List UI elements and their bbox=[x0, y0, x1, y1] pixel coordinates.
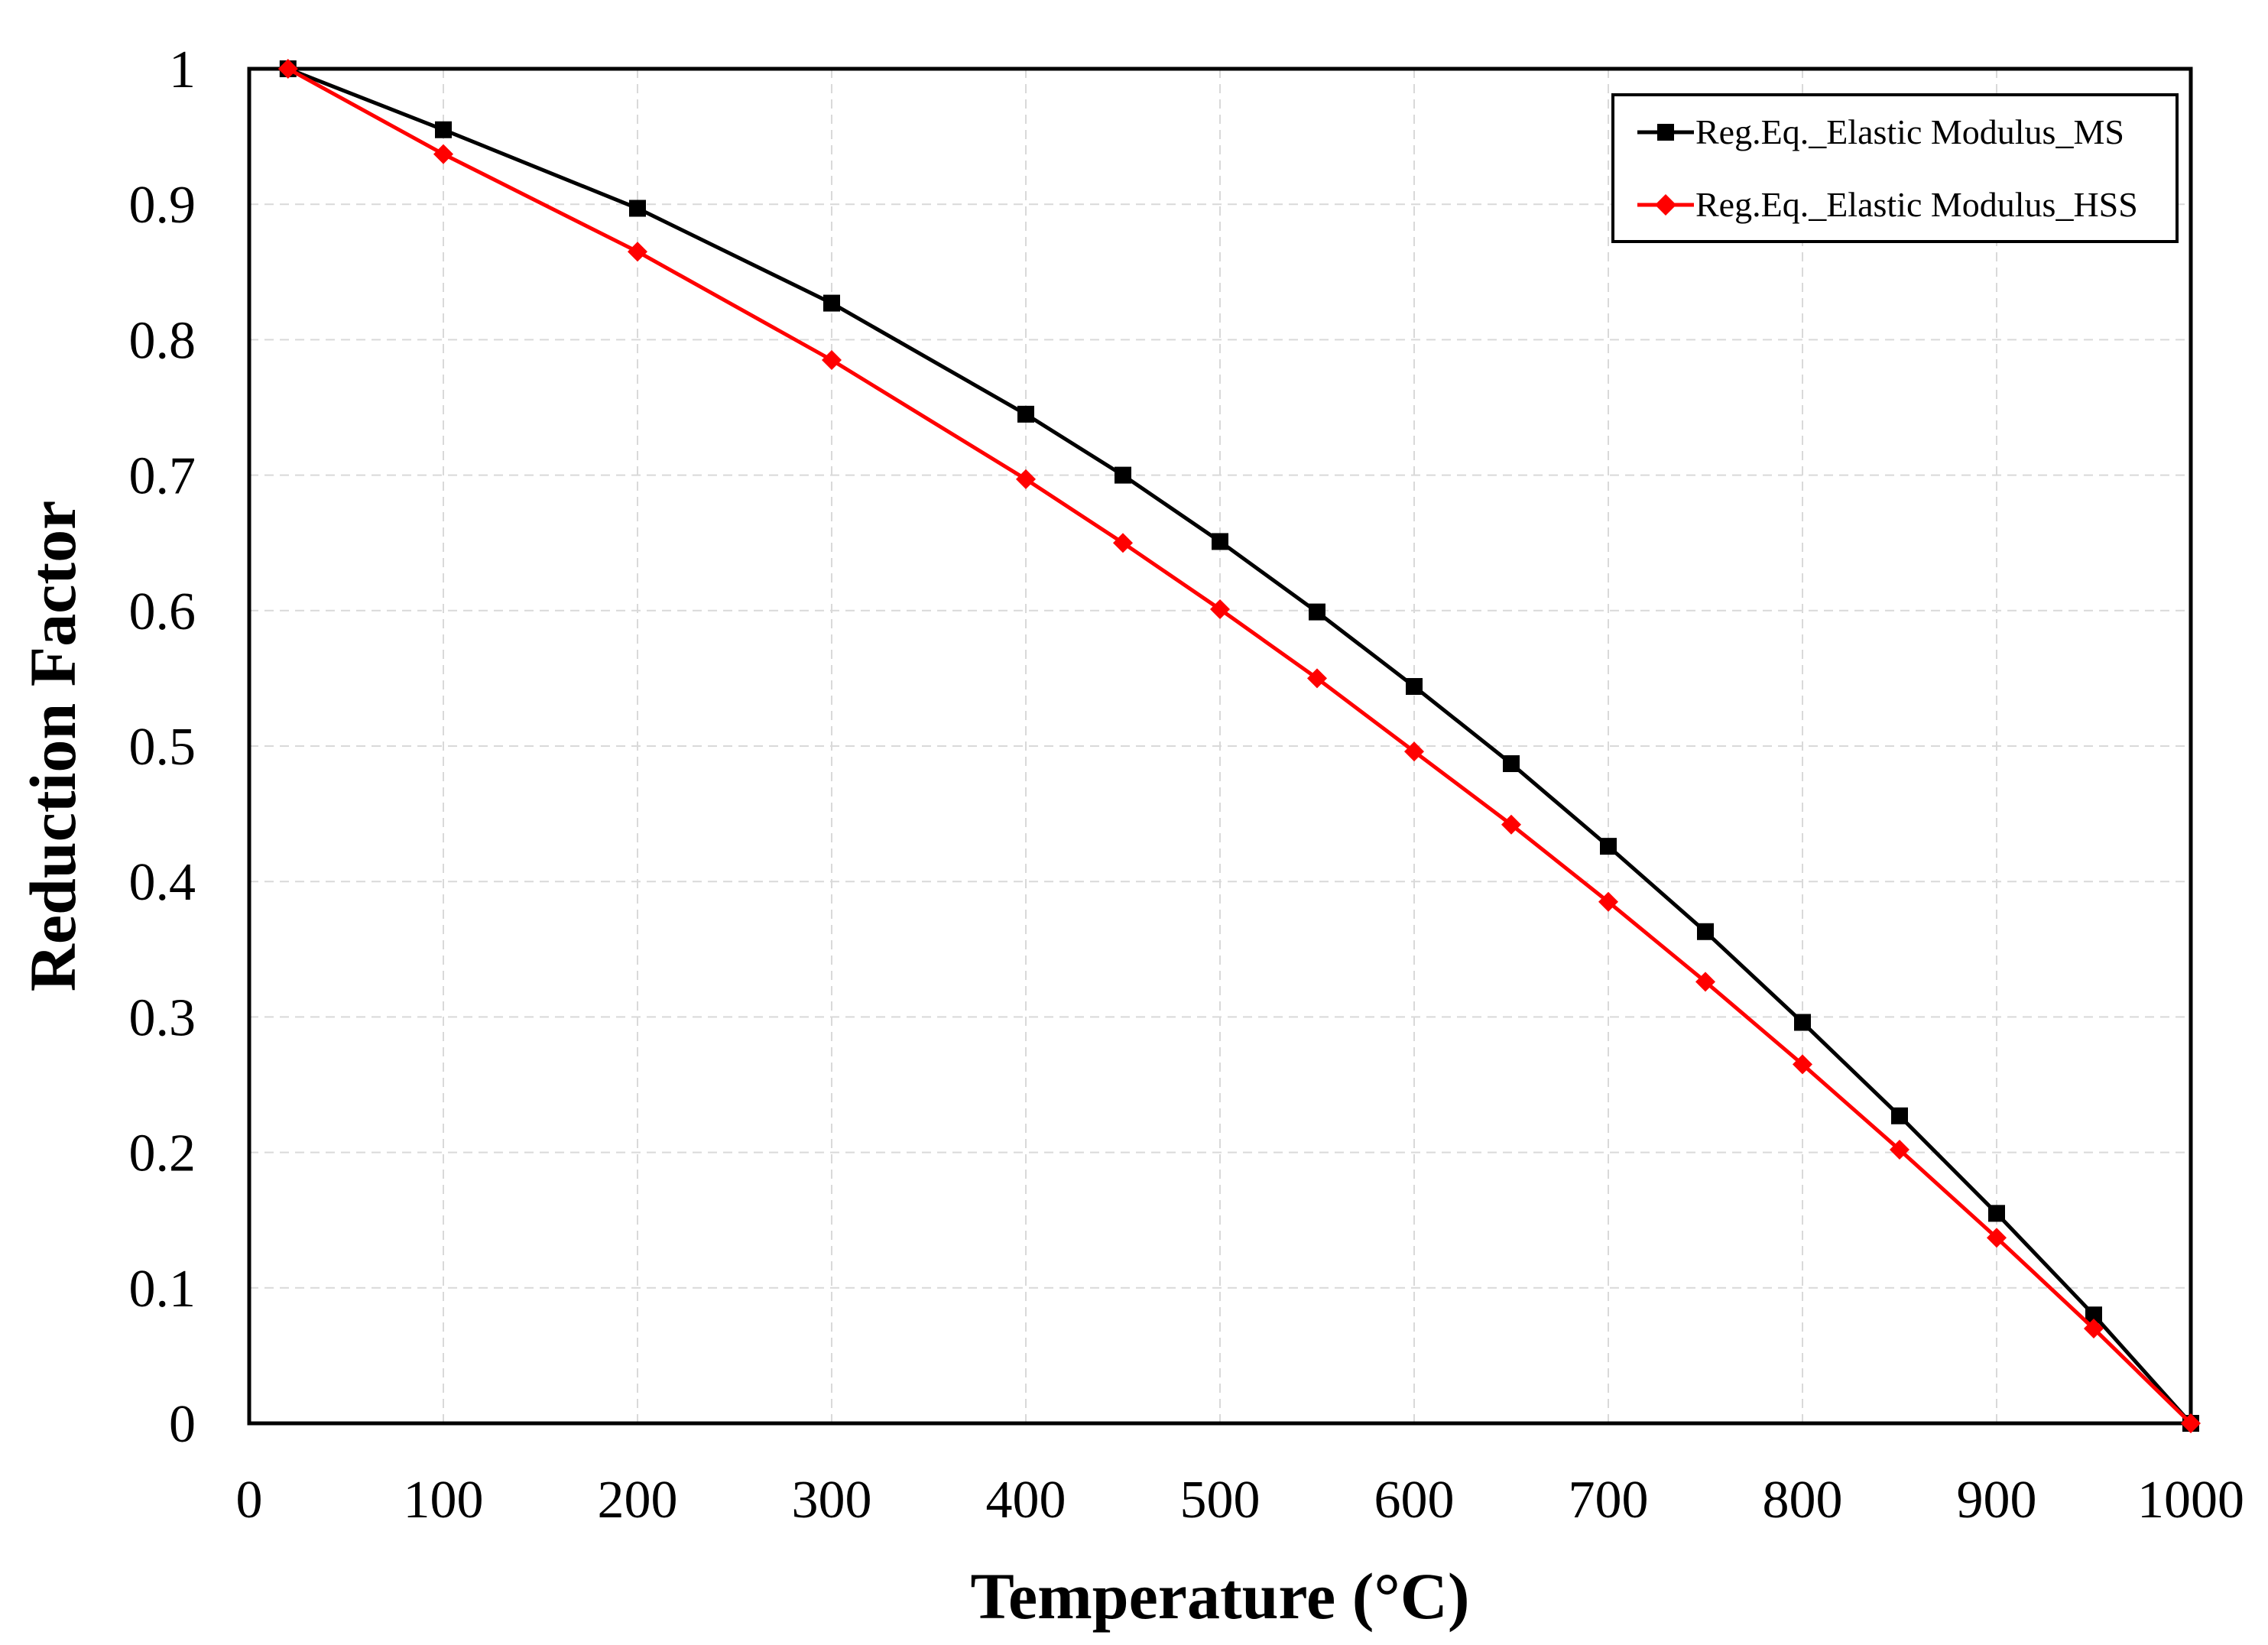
data-point-ms bbox=[1309, 603, 1325, 621]
x-axis-tick-labels: 0 100 200 300 400 500 600 700 800 900 1000 bbox=[236, 1471, 2245, 1530]
plot-area-frame bbox=[247, 67, 2193, 1426]
y-tick-label: 0.8 bbox=[129, 311, 196, 370]
x-tick-label: 300 bbox=[792, 1471, 872, 1530]
y-tick-label: 0.2 bbox=[129, 1124, 196, 1183]
data-point-hss bbox=[1793, 1054, 1812, 1075]
data-point-hss bbox=[277, 59, 298, 79]
y-tick-label: 0.1 bbox=[129, 1260, 196, 1319]
legend-entry-ms: Reg.Eq._Elastic Modulus_MS bbox=[1637, 112, 2124, 151]
data-point-ms bbox=[2085, 1306, 2102, 1324]
data-point-hss bbox=[1404, 741, 1424, 762]
legend: Reg.Eq._Elastic Modulus_MS Reg.Eq._Elast… bbox=[1611, 93, 2179, 243]
legend-entry-hss: Reg.Eq._Elastic Modulus_HSS bbox=[1637, 185, 2138, 224]
x-tick-label: 100 bbox=[404, 1471, 484, 1530]
data-point-ms bbox=[629, 200, 646, 217]
data-point-hss bbox=[1890, 1140, 1909, 1160]
data-point-hss bbox=[1695, 972, 1715, 992]
data-point-ms bbox=[1406, 678, 1423, 696]
legend-marker-hss bbox=[1655, 194, 1676, 216]
y-tick-label: 0.6 bbox=[129, 582, 196, 641]
x-tick-label: 400 bbox=[986, 1471, 1066, 1530]
data-point-ms bbox=[1115, 466, 1131, 484]
data-point-hss bbox=[2084, 1318, 2104, 1338]
data-point-hss bbox=[1016, 469, 1036, 489]
data-point-hss bbox=[2181, 1413, 2201, 1433]
legend-marker-ms bbox=[1657, 124, 1674, 141]
data-point-ms bbox=[1017, 405, 1034, 423]
x-tick-label: 800 bbox=[1763, 1471, 1843, 1530]
data-point-hss bbox=[822, 349, 842, 370]
y-tick-label: 0 bbox=[169, 1395, 196, 1454]
data-point-hss bbox=[433, 144, 453, 164]
data-point-hss bbox=[628, 242, 647, 262]
x-tick-label: 1000 bbox=[2137, 1471, 2244, 1530]
data-point-ms bbox=[823, 294, 840, 312]
y-axis-tick-labels: 0 0.1 0.2 0.3 0.4 0.5 0.6 0.7 0.8 0.9 1 bbox=[129, 41, 196, 1454]
y-tick-label: 0.3 bbox=[129, 988, 196, 1047]
x-axis-title: Temperature (°C) bbox=[971, 1559, 1470, 1633]
data-point-hss bbox=[1987, 1228, 2007, 1248]
data-point-ms bbox=[1891, 1107, 1908, 1124]
data-point-ms bbox=[1600, 838, 1617, 855]
data-point-ms bbox=[1212, 533, 1228, 550]
data-point-hss bbox=[1210, 599, 1230, 620]
legend-label-ms: Reg.Eq._Elastic Modulus_MS bbox=[1695, 112, 2124, 151]
y-tick-label: 0.5 bbox=[129, 718, 196, 777]
data-point-hss bbox=[1113, 533, 1133, 553]
data-point-ms bbox=[1794, 1014, 1811, 1031]
gridlines bbox=[249, 69, 2191, 1423]
data-point-ms bbox=[1697, 923, 1714, 940]
y-tick-label: 0.7 bbox=[129, 447, 196, 506]
data-point-ms bbox=[1503, 755, 1520, 773]
legend-label-hss: Reg.Eq._Elastic Modulus_HSS bbox=[1695, 185, 2138, 224]
data-point-hss bbox=[1501, 814, 1521, 835]
x-tick-label: 200 bbox=[598, 1471, 678, 1530]
x-tick-label: 600 bbox=[1374, 1471, 1455, 1530]
x-tick-label: 700 bbox=[1569, 1471, 1649, 1530]
x-tick-label: 900 bbox=[1957, 1471, 2037, 1530]
y-tick-label: 1 bbox=[169, 41, 196, 99]
data-point-ms bbox=[1988, 1205, 2005, 1222]
series-hss bbox=[277, 59, 2201, 1433]
x-tick-label: 0 bbox=[236, 1471, 263, 1530]
series-layer bbox=[277, 59, 2201, 1433]
data-point-hss bbox=[1307, 668, 1327, 689]
y-tick-label: 0.4 bbox=[129, 853, 196, 912]
data-point-hss bbox=[1598, 891, 1618, 912]
y-tick-label: 0.9 bbox=[129, 176, 196, 235]
y-axis-title: Reduction Factor bbox=[16, 501, 89, 991]
legend-box bbox=[1611, 93, 2179, 243]
x-tick-label: 500 bbox=[1180, 1471, 1261, 1530]
data-point-ms bbox=[435, 121, 452, 138]
